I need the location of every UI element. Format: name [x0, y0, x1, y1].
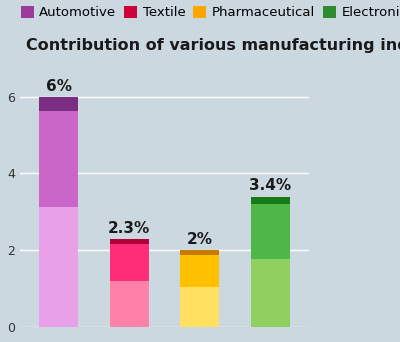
- Legend: Automotive, Textile, Pharmaceutical, Electronics: Automotive, Textile, Pharmaceutical, Ele…: [21, 6, 400, 19]
- Bar: [180, 287, 219, 327]
- Text: 6%: 6%: [46, 79, 72, 94]
- Bar: [39, 97, 78, 207]
- Bar: [39, 97, 78, 110]
- Bar: [251, 197, 290, 259]
- Bar: [180, 250, 219, 255]
- Bar: [39, 207, 78, 327]
- Text: Contribution of various manufacturing industries in India: Contribution of various manufacturing in…: [26, 38, 400, 53]
- Text: 2%: 2%: [187, 232, 213, 247]
- Text: 2.3%: 2.3%: [108, 221, 150, 236]
- Bar: [110, 239, 148, 244]
- Bar: [180, 250, 219, 287]
- Bar: [251, 259, 290, 327]
- Bar: [110, 281, 148, 327]
- Text: 3.4%: 3.4%: [249, 179, 291, 194]
- Bar: [251, 197, 290, 204]
- Bar: [110, 239, 148, 281]
